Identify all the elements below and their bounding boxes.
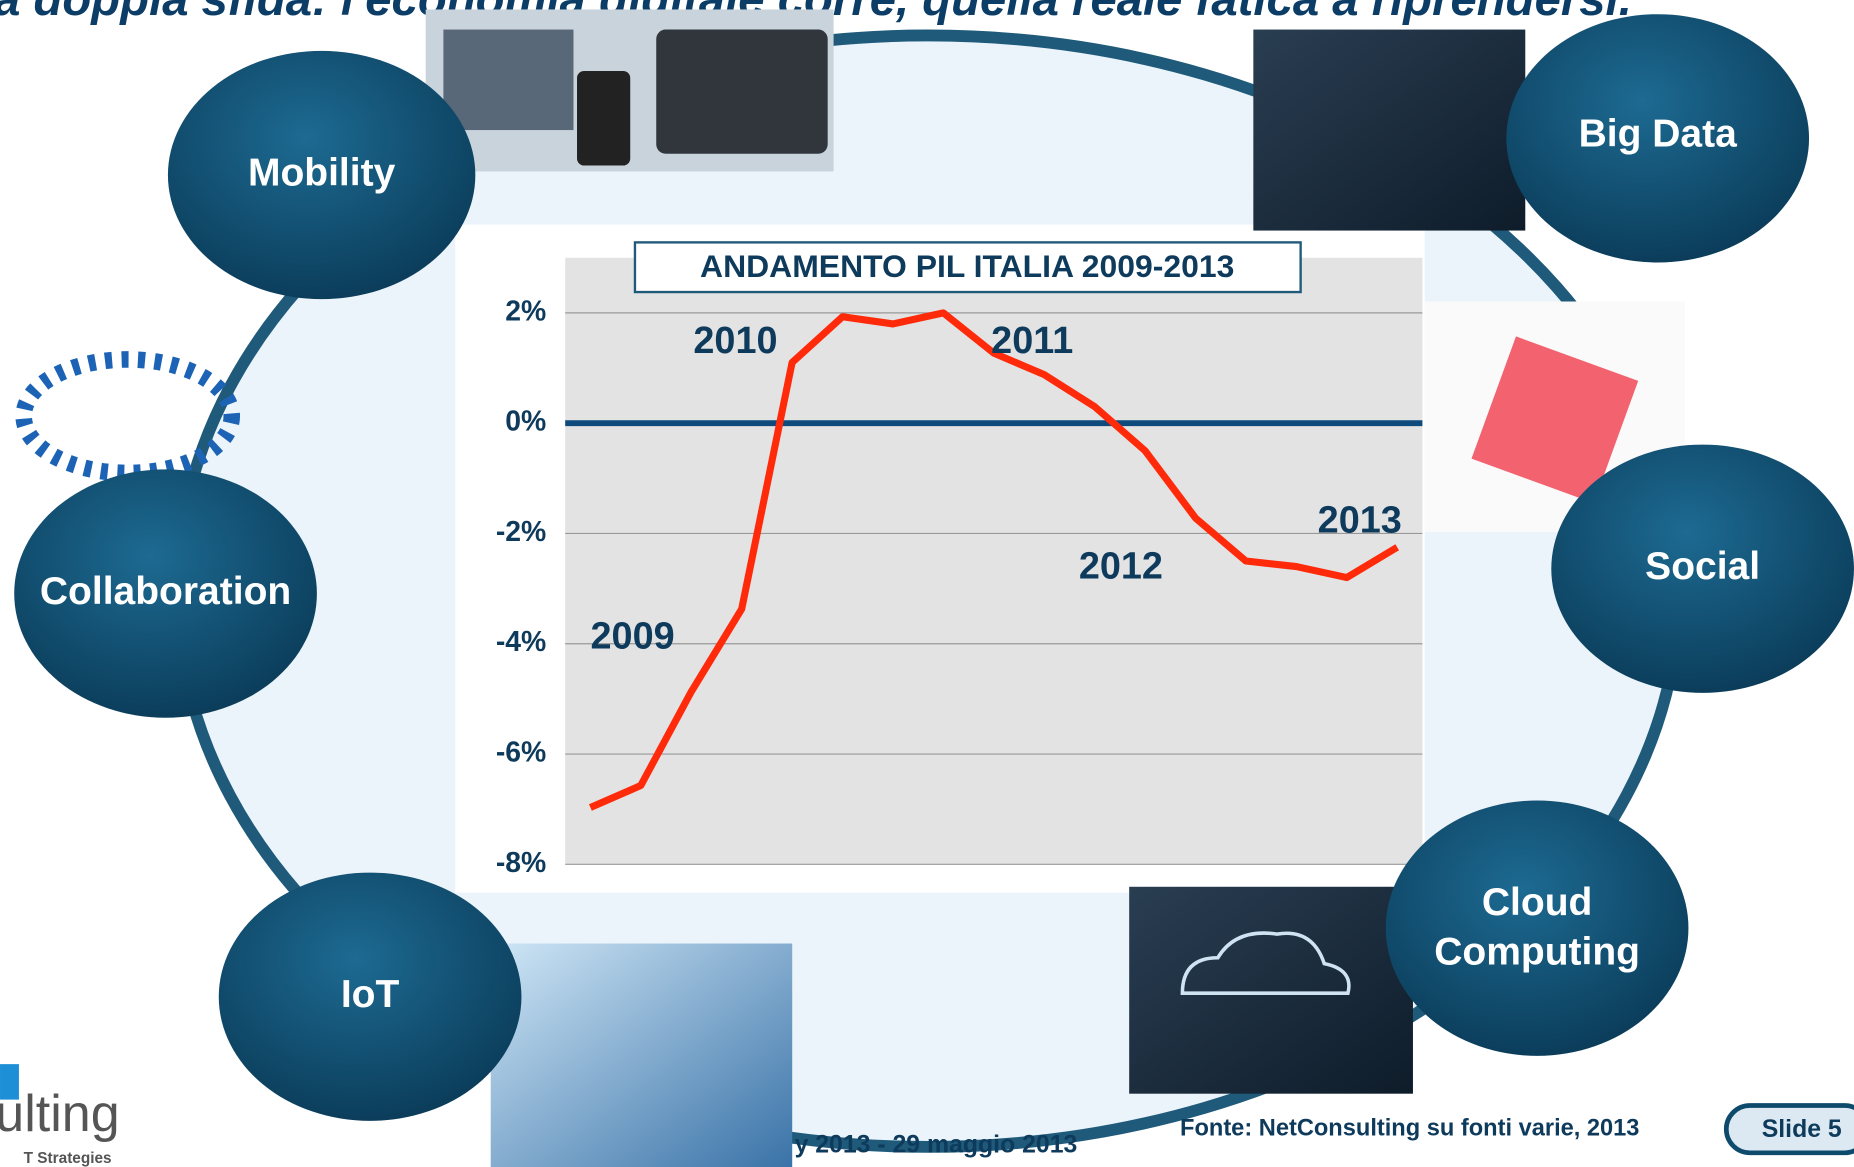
topic-label: Social bbox=[1645, 545, 1760, 588]
topic-ball bbox=[218, 872, 522, 1121]
logo: ulting bbox=[0, 1085, 120, 1143]
year-annotation: 2012 bbox=[1079, 546, 1163, 588]
logo-mark bbox=[0, 1064, 19, 1100]
year-annotation: 2009 bbox=[591, 615, 675, 657]
y-tick-label: 0% bbox=[505, 406, 546, 438]
y-tick-label: -6% bbox=[496, 737, 546, 769]
topic-label: Computing bbox=[1434, 930, 1640, 973]
chart-title: ANDAMENTO PIL ITALIA 2009-2013 bbox=[700, 248, 1234, 284]
year-annotation: 2010 bbox=[693, 320, 777, 362]
chart-title-box bbox=[633, 241, 1302, 294]
footer-event: y 2013 - 29 maggio 2013 bbox=[795, 1131, 1078, 1158]
topic-label: IoT bbox=[341, 973, 400, 1016]
topic-label: Cloud bbox=[1482, 881, 1592, 924]
logo-sub: T Strategies bbox=[24, 1150, 112, 1167]
cube bbox=[1471, 336, 1639, 504]
cloud-image bbox=[1129, 886, 1413, 1094]
line-series bbox=[588, 309, 1400, 811]
topic-ball bbox=[1551, 444, 1854, 693]
topic-label: Big Data bbox=[1579, 112, 1738, 155]
slide-badge bbox=[1723, 1103, 1854, 1156]
year-annotation: 2011 bbox=[991, 320, 1073, 362]
topic-label: Collaboration bbox=[40, 570, 291, 613]
chart: 2% 0% -2% -4% -6% -8% 2009 2010 2011 2012 2013 bbox=[496, 295, 1423, 879]
laptop bbox=[443, 29, 574, 131]
collab-icon bbox=[15, 351, 241, 482]
tablet bbox=[656, 29, 828, 154]
big-data-image bbox=[1253, 29, 1526, 231]
topic-ball bbox=[14, 469, 317, 718]
y-tick-label: -2% bbox=[496, 516, 546, 548]
iot-image bbox=[490, 943, 793, 1167]
topic-ball bbox=[167, 50, 476, 300]
plot-area bbox=[565, 257, 1423, 865]
y-tick-label: -8% bbox=[496, 847, 546, 879]
source: Fonte: NetConsulting su fonti varie, 201… bbox=[1180, 1115, 1639, 1141]
topic-label: Mobility bbox=[248, 151, 396, 194]
phone bbox=[577, 70, 631, 166]
topic-ball bbox=[1385, 800, 1689, 1056]
year-annotation: 2013 bbox=[1318, 500, 1402, 542]
cloud-icon bbox=[1180, 931, 1351, 995]
y-tick-label: 2% bbox=[505, 295, 546, 327]
y-tick-label: -4% bbox=[496, 626, 546, 658]
topic-ball bbox=[1506, 14, 1810, 263]
slide-number: Slide 5 bbox=[1762, 1116, 1842, 1143]
